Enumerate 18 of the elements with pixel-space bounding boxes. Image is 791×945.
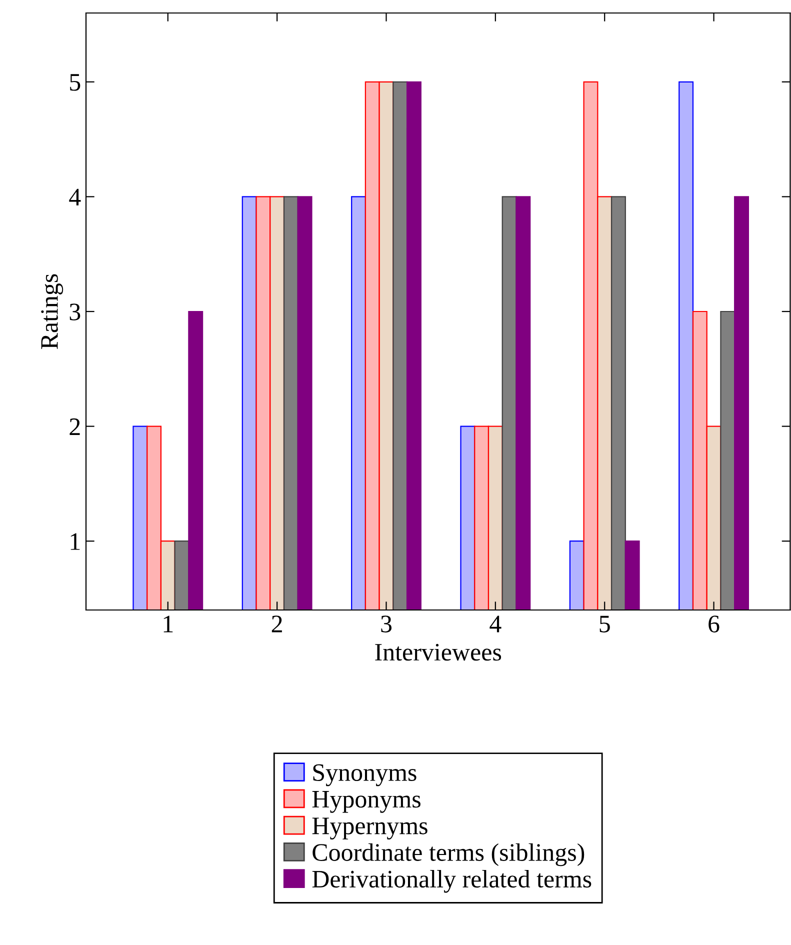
y-tick-label: 1 bbox=[70, 533, 80, 550]
y-tick-label: 4 bbox=[69, 188, 81, 206]
y-axis-title: Ratings bbox=[41, 274, 64, 349]
legend-label: Coordinate terms (siblings) bbox=[312, 843, 584, 866]
y-tick-label: 2 bbox=[70, 418, 80, 435]
y-tick-label: 5 bbox=[70, 74, 80, 91]
legend-label: Hypernyms bbox=[312, 818, 428, 840]
legend-label: Hyponyms bbox=[312, 791, 420, 813]
x-tick-label: 6 bbox=[708, 616, 720, 632]
y-tick-label: 3 bbox=[70, 304, 80, 320]
x-tick-label: 3 bbox=[381, 616, 392, 632]
x-tick-label: 1 bbox=[164, 616, 173, 632]
x-tick-label: 5 bbox=[600, 616, 610, 632]
x-tick-label: 4 bbox=[490, 616, 502, 632]
legend-label: Derivationally related terms bbox=[312, 870, 592, 893]
x-axis-title: Interviewees bbox=[375, 644, 502, 661]
x-tick-label: 2 bbox=[272, 616, 282, 632]
legend-label: Synonyms bbox=[313, 764, 416, 786]
